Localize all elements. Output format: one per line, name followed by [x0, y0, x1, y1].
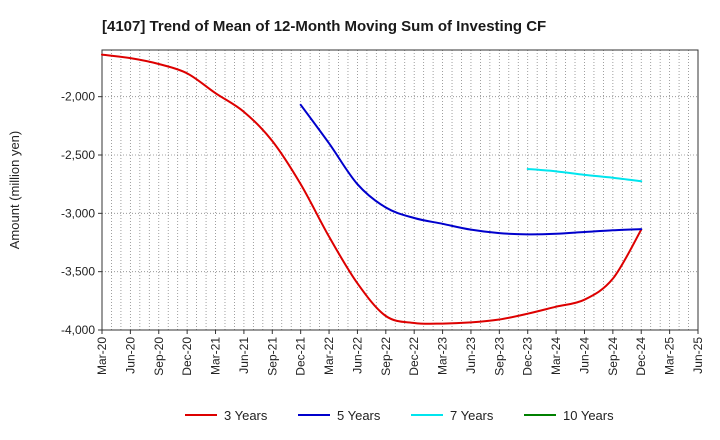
y-tick-label: -3,000 [61, 206, 95, 220]
y-axis-label: Amount (million yen) [7, 131, 22, 250]
legend-label: 7 Years [450, 408, 494, 423]
series-line-5-years [299, 103, 643, 236]
legend: 3 Years 5 Years 7 Years 10 Years [185, 408, 614, 423]
x-tick-label: Jun-25 [691, 337, 705, 374]
x-tick-label: Mar-24 [549, 337, 563, 375]
x-tick-label: Jun-20 [123, 337, 137, 374]
x-tick-label: Mar-25 [663, 337, 677, 375]
y-tick-label: -4,000 [61, 323, 95, 337]
series-line-7-years [526, 168, 643, 183]
x-tick-label: Sep-24 [606, 337, 620, 376]
y-tick-label: -2,500 [61, 148, 95, 162]
x-tick-label: Jun-21 [237, 337, 251, 374]
x-tick-label: Dec-23 [521, 337, 535, 376]
legend-label: 5 Years [337, 408, 381, 423]
y-tick-label: -3,500 [61, 265, 95, 279]
x-axis-ticks: Mar-20 Jun-20 Sep-20 Dec-20 Mar-21 Jun-21 Sep-… [95, 330, 705, 376]
x-tick-label: Dec-21 [294, 337, 308, 376]
chart-title: [4107] Trend of Mean of 12-Month Moving … [102, 18, 546, 35]
x-tick-label: Mar-23 [436, 337, 450, 375]
legend-label: 3 Years [224, 408, 268, 423]
x-tick-label: Mar-21 [209, 337, 223, 375]
grid [102, 50, 698, 330]
x-tick-label: Mar-22 [322, 337, 336, 375]
x-tick-label: Jun-24 [577, 337, 591, 374]
x-tick-label: Dec-20 [180, 337, 194, 376]
x-tick-label: Dec-22 [407, 337, 421, 376]
y-tick-label: -2,000 [61, 90, 95, 104]
plot-area [101, 49, 699, 331]
x-tick-label: Sep-23 [492, 337, 506, 376]
series-lines [101, 53, 643, 325]
x-tick-label: Sep-20 [152, 337, 166, 376]
x-tick-label: Dec-24 [634, 337, 648, 376]
x-tick-label: Sep-22 [379, 337, 393, 376]
series-line-3-years [101, 53, 643, 325]
legend-label: 10 Years [563, 408, 614, 423]
x-tick-label: Jun-23 [464, 337, 478, 374]
x-tick-label: Jun-22 [350, 337, 364, 374]
y-axis-ticks: -4,000 -3,500 -3,000 -2,500 -2,000 [61, 90, 102, 337]
x-tick-label: Mar-20 [95, 337, 109, 375]
x-tick-label: Sep-21 [265, 337, 279, 376]
